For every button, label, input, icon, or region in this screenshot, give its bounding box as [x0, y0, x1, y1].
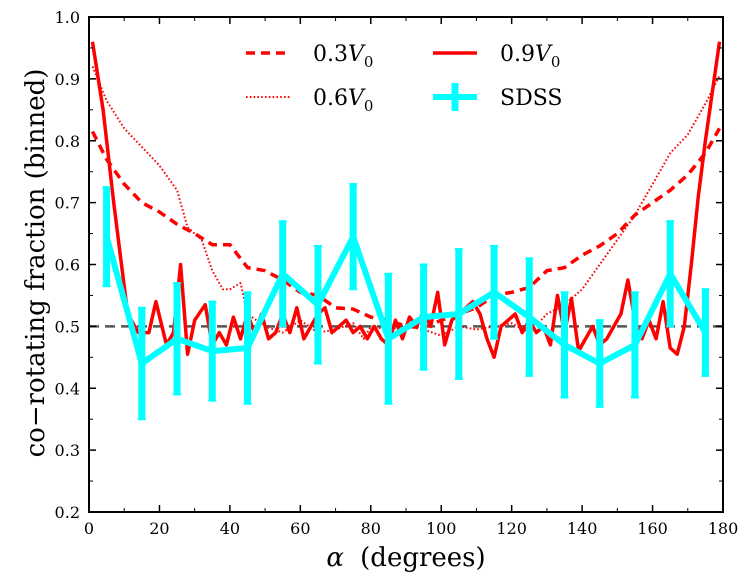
- y-tick-label: 0.5: [55, 317, 80, 336]
- legend-entry-v06: 0.6V0: [246, 86, 373, 115]
- x-tick-label: 0: [84, 519, 94, 538]
- x-tick-label: 80: [361, 519, 381, 538]
- x-tick-label: 40: [220, 519, 240, 538]
- y-tick-label: 0.9: [55, 70, 80, 89]
- x-axis-label-unit: (degrees): [360, 543, 486, 573]
- legend-entry-sdss: SDSS: [433, 83, 562, 111]
- x-tick-label: 100: [426, 519, 457, 538]
- x-tick-label: 140: [567, 519, 598, 538]
- legend-label-v03: 0.3V0: [313, 42, 373, 71]
- legend-entry-v09: 0.9V0: [433, 42, 560, 71]
- y-axis-label: co−rotating fraction (binned): [21, 69, 51, 458]
- legend: 0.3V0 0.6V0 0.9V0 SDSS: [246, 42, 562, 115]
- y-tick-label: 0.3: [55, 441, 80, 460]
- y-tick-label: 0.4: [55, 379, 80, 398]
- x-tick-label: 60: [290, 519, 310, 538]
- series-line-sdss: [103, 233, 708, 367]
- x-tick-label: 180: [708, 519, 739, 538]
- x-axis-label: α (degrees): [326, 543, 485, 573]
- plot-area: [89, 41, 723, 421]
- y-tick-label: 0.8: [55, 132, 80, 151]
- y-tick-label: 0.2: [55, 503, 80, 522]
- legend-label-v09: 0.9V0: [500, 42, 560, 71]
- legend-entry-v03: 0.3V0: [246, 42, 373, 71]
- legend-label-sdss: SDSS: [500, 86, 562, 111]
- series-line-v06: [91, 66, 721, 340]
- axes: 0 20 40 60 80 100 120 140 160 180 0.2 0.3 0.4 0.5 0.6 0…: [55, 8, 739, 538]
- y-tick-label: 0.7: [55, 194, 80, 213]
- x-axis-label-symbol: α: [326, 543, 344, 573]
- y-tick-label: 0.6: [55, 256, 80, 275]
- x-tick-label: 20: [149, 519, 169, 538]
- x-tick-label: 120: [496, 519, 527, 538]
- y-tick-label: 1.0: [55, 8, 80, 27]
- series-line-v09: [90, 41, 722, 360]
- legend-label-v06: 0.6V0: [313, 86, 373, 115]
- x-tick-label: 160: [637, 519, 668, 538]
